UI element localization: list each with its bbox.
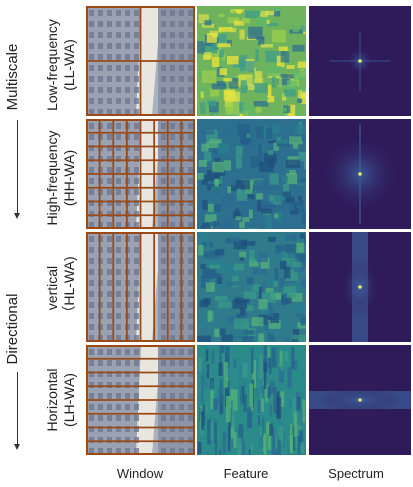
directional-arrow-line	[17, 372, 18, 446]
row-label-vertical-line1: vertical	[44, 265, 60, 311]
window-panel-horizontal	[86, 345, 195, 455]
feature-map-vertical	[197, 232, 306, 342]
row-label-horizontal-line1: Horizontal	[44, 368, 60, 432]
directional-arrow-head	[14, 444, 20, 450]
row-label-vertical: vertical （HL-WA)	[44, 236, 80, 340]
row-label-high-frequency-line1: High-frequency	[44, 130, 60, 226]
window-image-vertical	[86, 232, 195, 342]
feature-panel-low-frequency	[197, 6, 306, 116]
spectrum-panel-horizontal	[309, 345, 411, 455]
window-image-high-frequency	[86, 119, 195, 229]
window-image-horizontal	[86, 345, 195, 455]
spectrum-panel-low-frequency	[309, 6, 411, 116]
spectrum-map-vertical	[309, 232, 411, 342]
column-label-feature: Feature	[223, 466, 269, 481]
feature-panel-high-frequency	[197, 119, 306, 229]
window-panel-low-frequency	[86, 6, 195, 116]
row-label-vertical-line2: （HL-WA)	[61, 256, 77, 320]
spectrum-map-horizontal	[309, 345, 411, 455]
window-panel-vertical	[86, 232, 195, 342]
multiscale-arrow-head	[14, 213, 20, 219]
spectrum-panel-high-frequency	[309, 119, 411, 229]
window-panel-high-frequency	[86, 119, 195, 229]
multiscale-arrow-line	[17, 120, 18, 215]
spectrum-map-high-frequency	[309, 119, 411, 229]
feature-map-high-frequency	[197, 119, 306, 229]
row-label-low-frequency-line2: (LL-WA)	[61, 39, 77, 91]
window-image-low-frequency	[86, 6, 195, 116]
row-label-horizontal-line2: (LH-WA)	[61, 373, 77, 427]
feature-map-horizontal	[197, 345, 306, 455]
feature-panel-horizontal	[197, 345, 306, 455]
group-label-directional: Directional	[4, 293, 21, 365]
row-label-low-frequency: Low-frequency (LL-WA)	[44, 13, 80, 117]
row-label-horizontal: Horizontal (LH-WA)	[44, 348, 80, 452]
column-label-spectrum: Spectrum	[328, 466, 384, 481]
group-label-multiscale: Multiscale	[4, 43, 21, 111]
column-label-window: Window	[116, 466, 164, 481]
row-label-low-frequency-line1: Low-frequency	[44, 19, 60, 111]
row-label-high-frequency-line2: (HH-WA)	[61, 149, 77, 207]
feature-panel-vertical	[197, 232, 306, 342]
spectrum-map-low-frequency	[309, 6, 411, 116]
row-label-high-frequency: High-frequency (HH-WA)	[44, 119, 80, 237]
feature-map-low-frequency	[197, 6, 306, 116]
spectrum-panel-vertical	[309, 232, 411, 342]
